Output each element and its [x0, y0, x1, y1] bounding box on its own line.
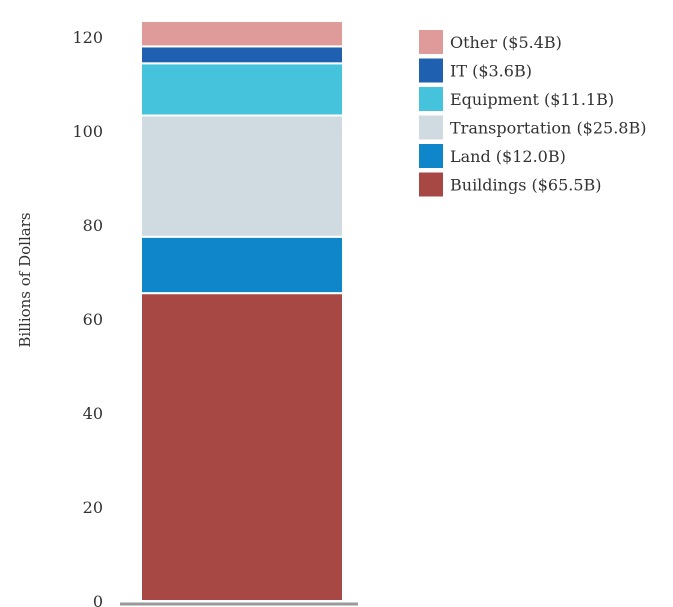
y-tick-label: 60 — [83, 310, 103, 329]
legend-label-3: Equipment ($11.1B) — [450, 90, 614, 109]
legend-swatch-5 — [419, 30, 443, 54]
bar-segment-2 — [140, 114, 344, 238]
legend-label-2: Transportation ($25.8B) — [450, 119, 646, 138]
bar-segment-4 — [140, 45, 344, 65]
y-tick-label: 100 — [72, 122, 103, 141]
legend-swatch-2 — [419, 115, 443, 140]
y-tick-label: 20 — [83, 498, 103, 517]
y-tick-label: 80 — [83, 216, 103, 235]
legend-swatch-4 — [419, 58, 443, 83]
legend-swatch-3 — [419, 87, 443, 111]
bar-segment-1 — [140, 235, 344, 295]
legend: Other ($5.4B) IT ($3.6B) Equipment ($11.1B… — [419, 30, 646, 197]
y-axis-label: Billions of Dollars — [16, 212, 34, 347]
legend-swatch-1 — [419, 144, 443, 168]
y-tick-label: 40 — [83, 404, 103, 423]
y-axis-ticks: 0 20 40 60 80 100 120 — [72, 28, 103, 607]
bar-segment-0 — [140, 292, 344, 602]
legend-label-0: Buildings ($65.5B) — [450, 176, 602, 195]
bar-stack — [140, 20, 344, 602]
legend-swatch-0 — [419, 172, 443, 197]
bar-segment-3 — [140, 62, 344, 117]
legend-label-1: Land ($12.0B) — [450, 147, 566, 166]
legend-label-5: Other ($5.4B) — [450, 33, 562, 52]
y-tick-label: 120 — [72, 28, 103, 47]
legend-label-4: IT ($3.6B) — [450, 62, 532, 81]
bar-segment-5 — [140, 20, 344, 48]
y-tick-label: 0 — [93, 592, 103, 607]
